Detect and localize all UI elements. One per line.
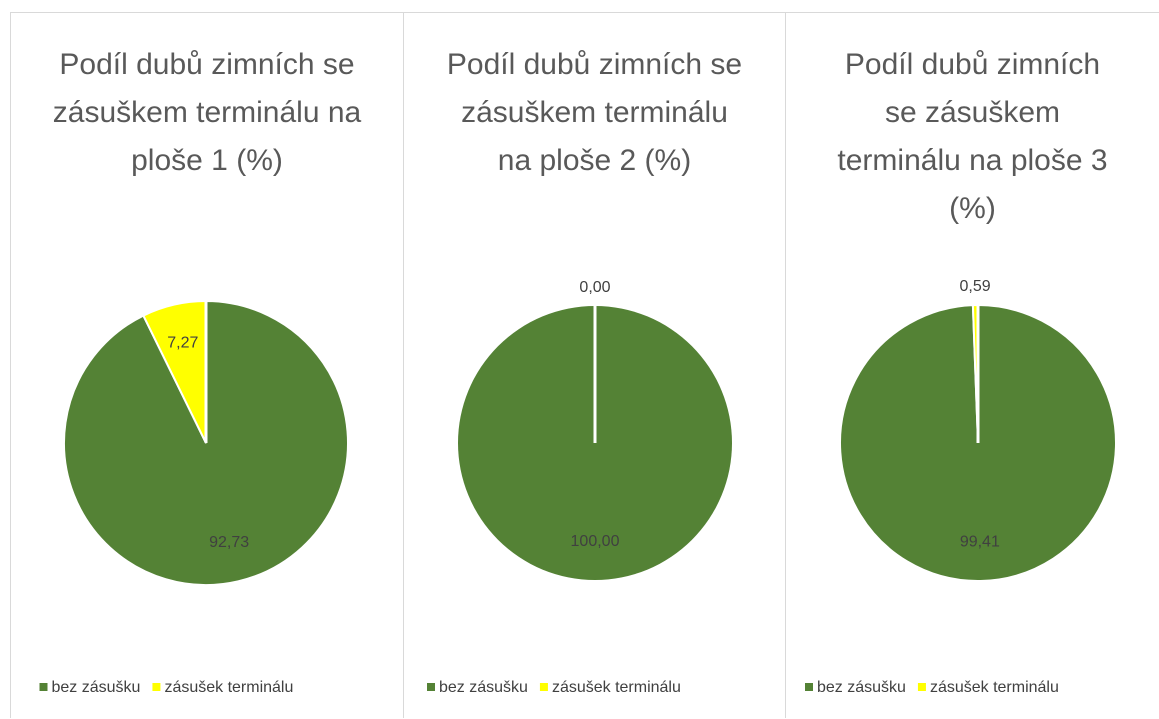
legend: bez zásušku zásušek terminálu xyxy=(805,679,1059,696)
legend-swatch xyxy=(539,683,548,691)
legend-swatch xyxy=(427,683,435,691)
data-label: 7,27 xyxy=(167,335,198,352)
chart-title: Podíl dubů zimních se zásuškem terminálu… xyxy=(837,48,1108,225)
legend-label: zásušek terminálu xyxy=(552,679,681,696)
legend-label: zásušek terminálu xyxy=(164,679,293,696)
chart-panel: Podíl dubů zimních se zásuškem terminálu… xyxy=(403,12,785,718)
legend-label: bez zásušku xyxy=(52,679,141,696)
chart: 92,73 7,27 bez zásušku zásušek terminálu xyxy=(39,299,349,696)
legend-label: bez zásušku xyxy=(817,679,906,696)
legend-swatch xyxy=(39,683,48,691)
data-label: 99,41 xyxy=(960,534,1000,551)
chart-title: Podíl dubů zimních se zásuškem terminálu… xyxy=(52,48,362,177)
chart-panel: Podíl dubů zimních se zásuškem terminálu… xyxy=(10,12,403,718)
data-label: 0,59 xyxy=(960,278,991,295)
chart: 99,41 0,59 bez zásušku zásušek terminálu xyxy=(805,278,1117,696)
chart-title: Podíl dubů zimních se zásuškem terminálu… xyxy=(446,48,743,177)
legend-label: bez zásušku xyxy=(439,679,528,696)
data-label: 0,00 xyxy=(579,279,610,296)
legend: bez zásušku zásušek terminálu xyxy=(427,679,681,696)
legend-swatch xyxy=(805,683,813,691)
data-label: 92,73 xyxy=(209,534,249,551)
legend-swatch xyxy=(917,683,926,691)
chart-panel: Podíl dubů zimních se zásuškem terminálu… xyxy=(785,12,1159,718)
legend-label: zásušek terminálu xyxy=(930,679,1059,696)
legend: bez zásušku zásušek terminálu xyxy=(39,679,293,696)
legend-swatch xyxy=(152,683,161,691)
data-label: 100,00 xyxy=(571,533,620,550)
chart: 100,00 0,00 bez zásušku zásušek terminálu xyxy=(427,279,732,696)
